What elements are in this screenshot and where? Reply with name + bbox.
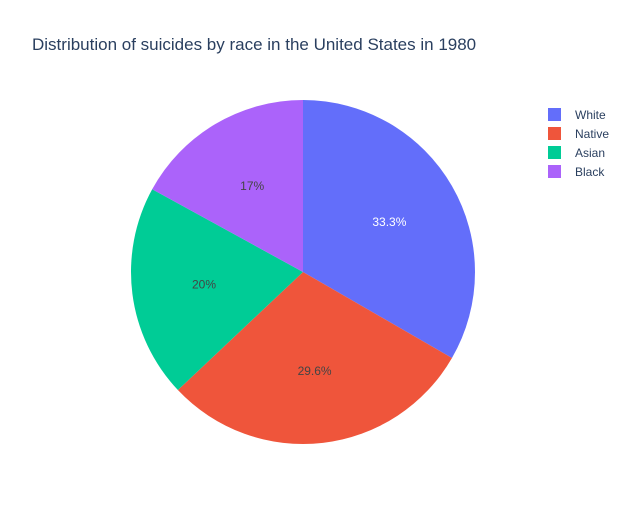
slice-label-black: 17% <box>240 179 264 193</box>
legend-label-native: Native <box>575 127 609 141</box>
pie-slice-asian[interactable] <box>131 189 303 391</box>
legend-label-asian: Asian <box>575 146 605 160</box>
legend-label-black: Black <box>575 165 605 179</box>
pie-slice-white[interactable] <box>303 99 476 358</box>
legend-swatch-black <box>548 165 561 178</box>
legend-item-white[interactable]: White <box>548 108 606 122</box>
legend-item-native[interactable]: Native <box>548 127 609 141</box>
slice-label-asian: 20% <box>192 278 216 292</box>
pie-slice-native[interactable] <box>177 272 452 445</box>
legend: White Native Asian Black <box>548 108 609 179</box>
pie-slice-labels: 33.3% 29.6% 20% 17% <box>192 179 407 378</box>
pie-slices <box>131 99 476 445</box>
slice-label-native: 29.6% <box>298 364 332 378</box>
pie-slice-black[interactable] <box>152 100 303 272</box>
legend-item-black[interactable]: Black <box>548 165 605 179</box>
chart-title: Distribution of suicides by race in the … <box>32 35 476 54</box>
legend-item-asian[interactable]: Asian <box>548 146 605 160</box>
legend-swatch-asian <box>548 146 561 159</box>
legend-swatch-white <box>548 108 561 121</box>
slice-label-white: 33.3% <box>372 215 406 229</box>
legend-swatch-native <box>548 127 561 140</box>
legend-label-white: White <box>575 108 606 122</box>
